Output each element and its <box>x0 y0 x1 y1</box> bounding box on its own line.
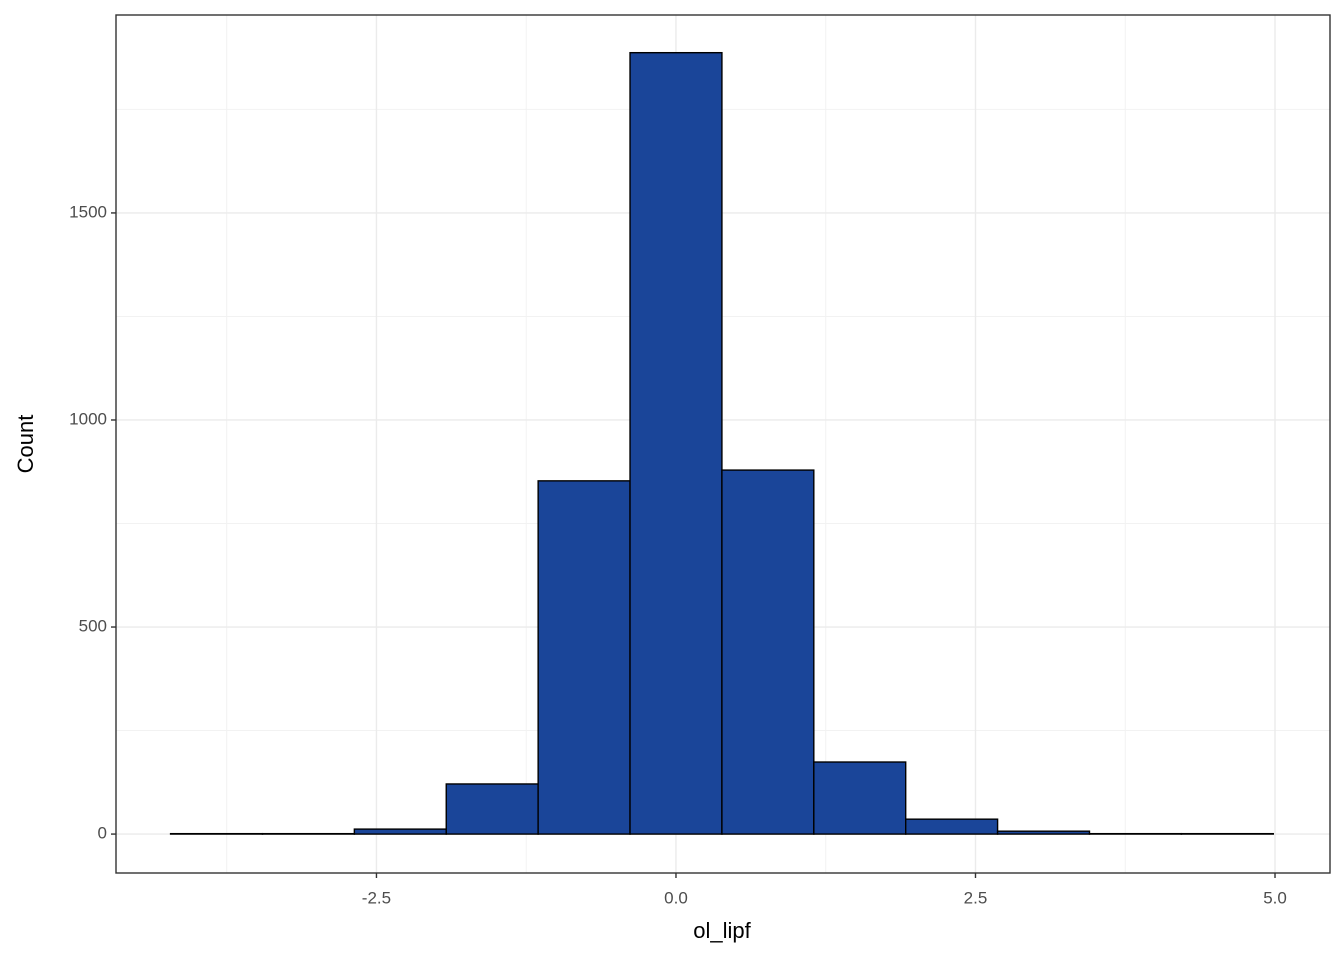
panel-border <box>115 14 1331 874</box>
x-tick-label: 5.0 <box>1263 888 1287 907</box>
bar <box>813 761 907 835</box>
y-tick-label: 500 <box>79 617 107 636</box>
bar <box>905 818 999 835</box>
y-tick-label: 0 <box>98 824 107 843</box>
bar <box>537 480 631 835</box>
y-axis-title: Count <box>13 415 38 474</box>
x-tick-label: -2.5 <box>362 888 391 907</box>
y-tick-label: 1000 <box>69 409 107 428</box>
bar <box>353 828 447 835</box>
y-tick-label: 1500 <box>69 202 107 221</box>
x-tick-label: 2.5 <box>964 888 988 907</box>
bar <box>445 783 539 835</box>
x-tick-label: 0.0 <box>664 888 688 907</box>
bar <box>721 469 815 835</box>
bar <box>629 51 723 835</box>
bar <box>996 830 1091 835</box>
x-axis-title: ol_lipf <box>693 918 751 943</box>
